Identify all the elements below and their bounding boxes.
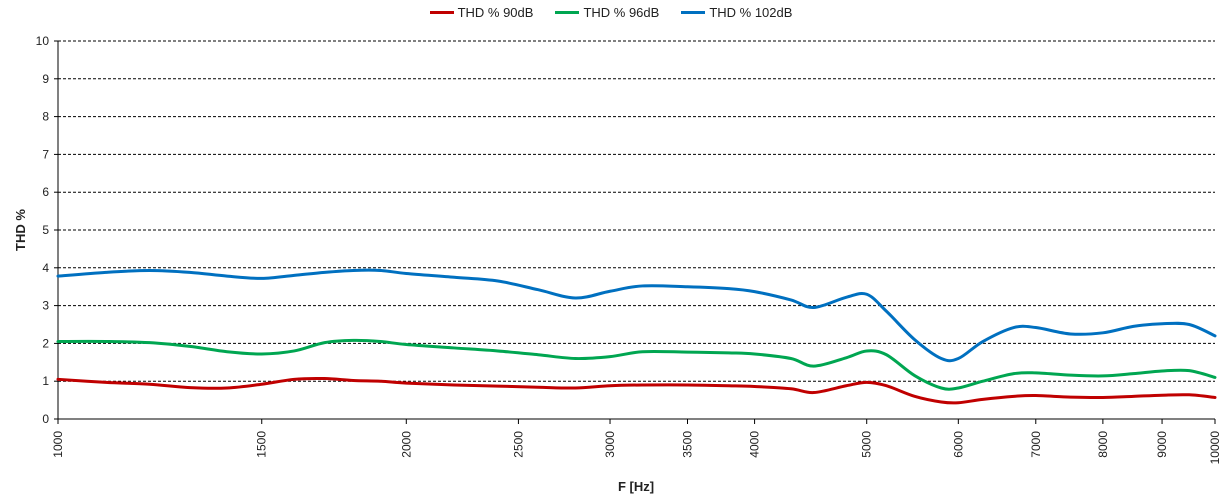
axes [54, 40, 1216, 424]
series-line-1 [56, 338, 1217, 391]
y-tick-label: 7 [42, 147, 49, 161]
series-line-0 [56, 376, 1217, 405]
legend-item-90db: THD % 90dB [429, 5, 534, 20]
x-tick-label: 7000 [1029, 431, 1043, 458]
grid-lines [58, 40, 1215, 382]
y-tick-label: 0 [42, 412, 49, 426]
y-tick-label: 4 [42, 261, 49, 275]
y-tick-label: 8 [42, 110, 49, 124]
legend-swatch-90db [429, 11, 454, 14]
legend-label-90db: THD % 90dB [457, 5, 534, 20]
y-tick-label: 10 [36, 34, 50, 48]
x-tick-label: 9000 [1155, 431, 1169, 458]
x-tick-label: 1500 [255, 431, 269, 458]
x-tick-label: 3500 [680, 431, 694, 458]
legend-item-96db: THD % 96dB [555, 5, 659, 20]
y-tick-label: 5 [42, 223, 49, 237]
x-tick-label: 2000 [399, 431, 413, 458]
y-tick-label: 3 [42, 299, 49, 313]
series-line-2 [56, 268, 1217, 363]
y-tick-label: 1 [42, 374, 49, 388]
legend-item-102db: THD % 102dB [681, 5, 792, 20]
y-tick-label: 6 [42, 185, 49, 199]
series-lines [56, 268, 1217, 405]
x-tick-label: 8000 [1096, 431, 1110, 458]
chart-legend: THD % 90dB THD % 96dB THD % 102dB [0, 5, 1222, 20]
legend-swatch-96db [555, 11, 580, 14]
y-axis-label: THD % [13, 209, 28, 251]
tick-labels: 0 1 2 3 4 5 6 7 8 9 10 1000 1500 2000 2500 3000 3500 4000… [36, 34, 1222, 464]
x-tick-label: 10000 [1208, 431, 1222, 465]
y-tick-label: 9 [42, 72, 49, 86]
x-tick-label: 5000 [860, 431, 874, 458]
x-tick-label: 4000 [748, 431, 762, 458]
legend-label-102db: THD % 102dB [709, 5, 793, 20]
x-tick-label: 1000 [51, 431, 65, 458]
x-tick-label: 3000 [603, 431, 617, 458]
legend-label-96db: THD % 96dB [583, 5, 660, 20]
x-axis-label: F [Hz] [618, 479, 654, 494]
x-tick-label: 2500 [511, 431, 525, 458]
x-tick-label: 6000 [951, 431, 965, 458]
y-tick-label: 2 [42, 336, 49, 350]
legend-swatch-102db [681, 11, 706, 14]
